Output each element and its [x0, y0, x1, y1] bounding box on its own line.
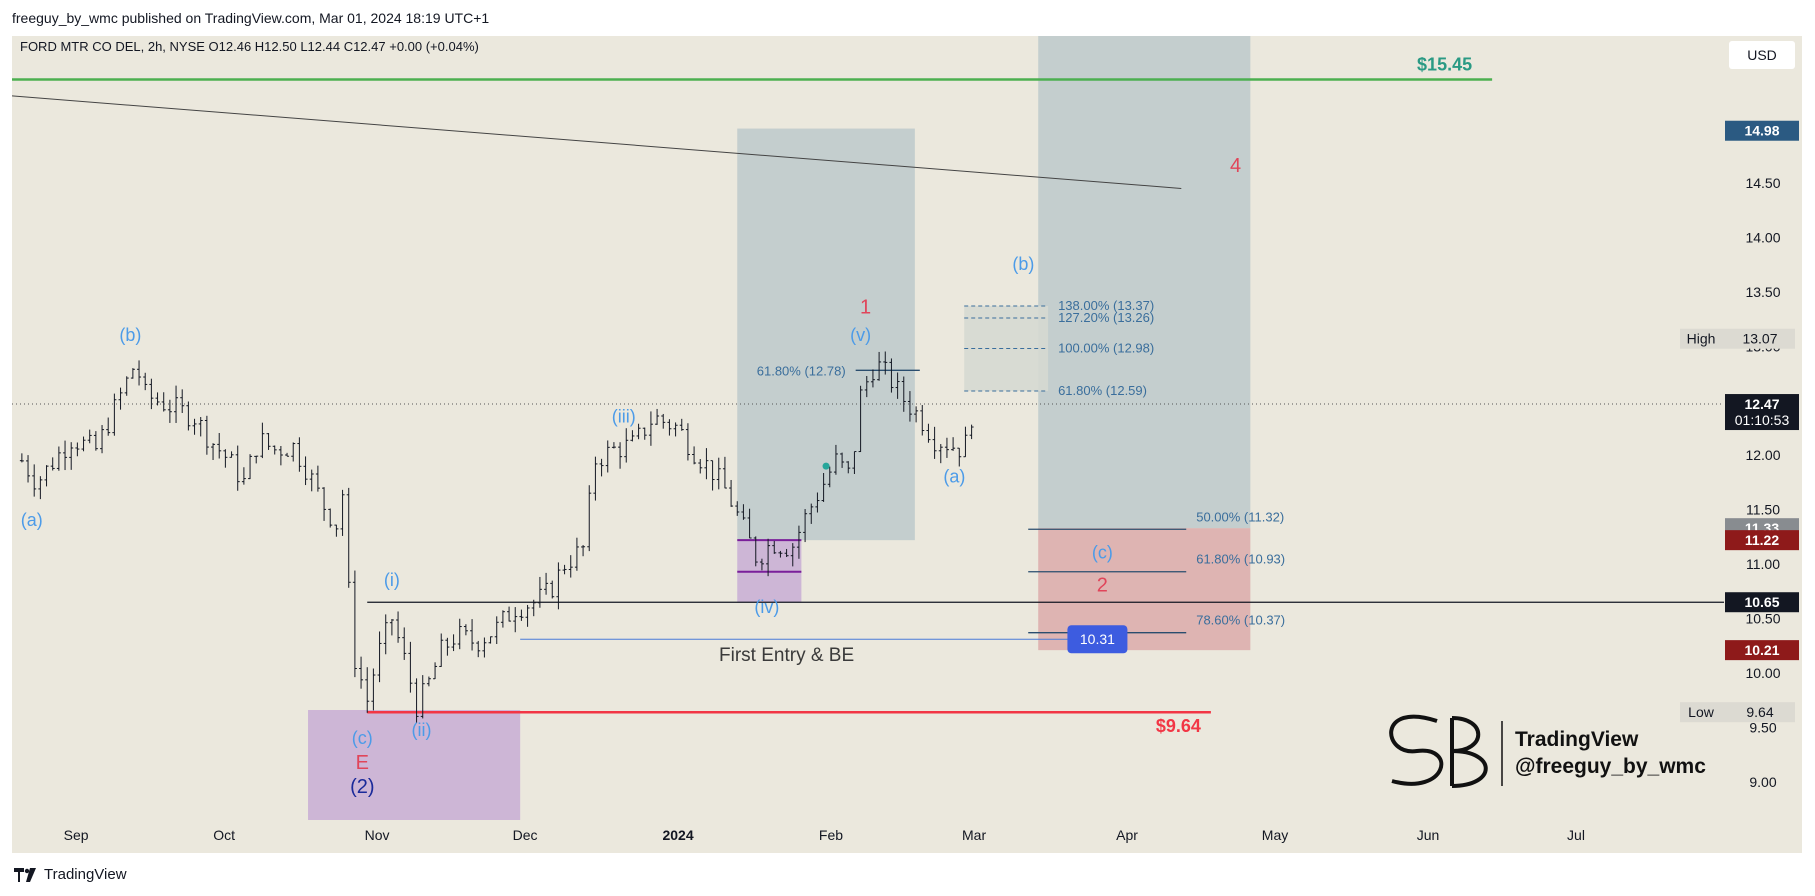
y-tick-5: 11.50 — [1746, 502, 1780, 518]
low-label: Low — [1688, 704, 1715, 720]
tradingview-brand-label: TradingView — [44, 866, 127, 883]
wave-navy-0: (2) — [350, 776, 374, 798]
fib-ret-label-1: 61.80% (10.93) — [1196, 552, 1285, 567]
x-tick-8: May — [1262, 827, 1288, 843]
trendline — [11, 95, 1182, 189]
x-tick-3: Dec — [513, 827, 538, 843]
zones-layer — [308, 36, 1251, 820]
wave-blue-7: (v) — [850, 325, 871, 345]
fib-ext-label-2: 100.00% (12.98) — [1058, 341, 1154, 356]
price-tag-0 — [1725, 120, 1799, 141]
price-tag-sub-1: 01:10:53 — [1735, 412, 1790, 428]
y-tick-2: 10.00 — [1745, 665, 1780, 681]
price-tag-text-0: 14.98 — [1744, 123, 1779, 139]
x-tick-10: Jul — [1567, 827, 1585, 843]
watermark-line2: @freeguy_by_wmc — [1515, 755, 1706, 778]
tradingview-logo-icon — [14, 867, 36, 882]
price-tag-text-3: 11.22 — [1745, 532, 1779, 548]
level-label-stop: $9.64 — [1156, 716, 1201, 736]
lines-layer — [11, 78, 1724, 714]
x-tick-2: Nov — [365, 827, 390, 843]
price-tag-3 — [1725, 530, 1799, 551]
x-tick-1: Oct — [213, 827, 235, 843]
labels-layer: 138.00% (13.37)127.20% (13.26) 100.00% (1… — [20, 39, 1706, 798]
currency-button — [1729, 41, 1795, 69]
watermark-logo-s — [1389, 714, 1444, 786]
published-by-text: freeguy_by_wmc published on TradingView.… — [12, 10, 490, 26]
wave-blue-2: (i) — [384, 570, 400, 590]
zone-low-zone — [308, 710, 521, 820]
wave-red-1: 1 — [860, 297, 871, 319]
price-tag-text-1: 12.47 — [1744, 396, 1779, 412]
wave-blue-5: (iii) — [612, 407, 636, 427]
price-tag-text-4: 10.65 — [1744, 594, 1779, 610]
y-tick-11: 14.50 — [1745, 175, 1780, 191]
low-tag — [1680, 702, 1795, 723]
currency-label: USD — [1747, 47, 1777, 63]
high-tag — [1680, 328, 1795, 349]
symbol-info: FORD MTR CO DEL, 2h, NYSE O12.46 H12.50 … — [20, 39, 479, 54]
wave-red-0: E — [356, 752, 369, 774]
x-tick-0: Sep — [64, 827, 89, 843]
price-tag-5 — [1725, 640, 1799, 661]
low-value: 9.64 — [1746, 704, 1773, 720]
x-tick-7: Apr — [1116, 827, 1138, 843]
zone-rect-2 — [1038, 36, 1251, 529]
high-label: High — [1687, 331, 1716, 347]
wave-blue-4: (ii) — [411, 720, 431, 740]
y-tick-1: 9.50 — [1749, 719, 1776, 735]
fib-ext-label-1: 127.20% (13.26) — [1058, 310, 1154, 325]
tradingview-brand[interactable]: TradingView — [14, 866, 127, 883]
chart-canvas[interactable]: 138.00% (13.37)127.20% (13.26) 100.00% (1… — [11, 36, 1802, 853]
wave-blue-3: (c) — [352, 728, 373, 748]
watermark-logo-b — [1450, 716, 1488, 788]
zone-fib-up-box — [964, 306, 1049, 391]
entry-badge-text: 10.31 — [1080, 631, 1115, 647]
wave-blue-6: (iv) — [754, 597, 779, 617]
zone-rect-1 — [737, 128, 915, 541]
y-tick-6: 12.00 — [1745, 447, 1780, 463]
level-label-target: $15.45 — [1417, 55, 1472, 75]
fib-ret-label-2: 78.60% (10.37) — [1196, 613, 1285, 628]
wave-blue-10: (c) — [1092, 543, 1113, 563]
wave-blue-9: (b) — [1012, 254, 1034, 274]
watermark-line1: TradingView — [1515, 728, 1639, 751]
top-bar: freeguy_by_wmc published on TradingView.… — [0, 0, 1815, 36]
wave-blue-0: (a) — [21, 510, 43, 530]
wave-red-3: 4 — [1230, 155, 1241, 177]
fib-wave1-label: 61.80% (12.78) — [757, 363, 846, 378]
bottom-bar: TradingView — [0, 853, 1815, 896]
chart-frame[interactable]: 138.00% (13.37) 127.20% (13.26) 100.00% (1… — [11, 36, 1802, 853]
price-tag-1 — [1725, 394, 1799, 431]
price-tag-text-5: 10.21 — [1744, 642, 1779, 658]
y-tick-4: 11.00 — [1746, 556, 1780, 572]
y-tick-10: 14.00 — [1745, 229, 1780, 245]
marker-dot — [822, 462, 830, 470]
candles-layer — [19, 351, 974, 723]
high-value: 13.07 — [1742, 331, 1777, 347]
x-tick-5: Feb — [819, 827, 843, 843]
price-tag-4 — [1725, 592, 1799, 613]
fib-ext-label-0: 138.00% (13.37) — [1058, 298, 1154, 313]
entry-label: First Entry & BE — [719, 645, 854, 666]
fib-ext-label-3: 61.80% (12.59) — [1058, 383, 1147, 398]
x-tick-6: Mar — [962, 827, 986, 843]
entry-badge — [1067, 625, 1128, 654]
wave-red-2: 2 — [1097, 574, 1108, 596]
x-tick-4: 2024 — [662, 827, 693, 843]
x-tick-9: Jun — [1417, 827, 1440, 843]
fib-ret-label-0: 50.00% (11.32) — [1196, 509, 1284, 524]
y-tick-3: 10.50 — [1745, 611, 1780, 627]
wave-blue-8: (a) — [943, 466, 965, 486]
y-tick-0: 9.00 — [1749, 774, 1776, 790]
wave-blue-1: (b) — [119, 325, 141, 345]
y-tick-9: 13.50 — [1745, 284, 1780, 300]
